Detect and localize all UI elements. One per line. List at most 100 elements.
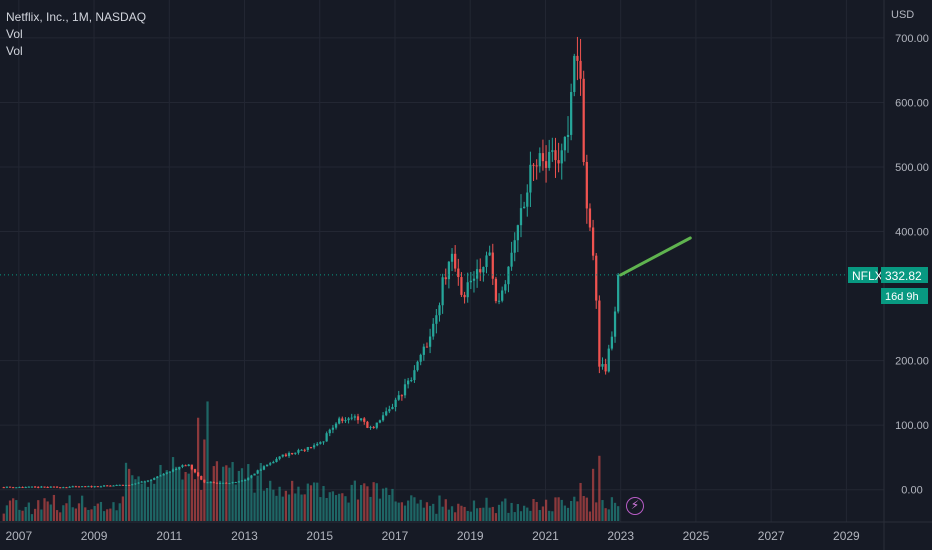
candle-body	[134, 483, 137, 485]
candle-body	[93, 486, 96, 488]
candle-body	[159, 475, 162, 477]
candle-body	[77, 486, 81, 488]
volume-bar	[400, 502, 404, 521]
candle-body	[187, 464, 190, 466]
volume-bar	[215, 461, 219, 521]
candle-body	[124, 484, 128, 486]
volume-bar	[59, 512, 62, 521]
candle-body	[425, 346, 429, 348]
volume-bar	[244, 478, 247, 521]
candle-body	[228, 483, 231, 485]
volume-bar	[275, 495, 278, 521]
volume-bar	[410, 495, 413, 521]
volume-bar	[8, 500, 12, 521]
volume-bar	[71, 507, 74, 521]
currency-label[interactable]: USD	[891, 9, 915, 21]
candle-body	[262, 466, 266, 470]
volume-bar	[563, 505, 567, 521]
candle-body	[595, 255, 598, 301]
lightning-bolt-icon[interactable]: ⚡	[626, 497, 644, 515]
candle-body	[200, 476, 203, 480]
volume-bar	[146, 486, 150, 521]
legend-volume-2[interactable]: Vol	[6, 44, 23, 58]
volume-bar	[422, 507, 425, 521]
candle-body	[322, 441, 325, 443]
candle-body	[381, 415, 385, 421]
volume-bar	[175, 466, 178, 521]
candle-body	[87, 486, 90, 488]
volume-bar	[331, 491, 335, 521]
volume-bar	[438, 495, 441, 521]
volume-bar	[538, 510, 541, 521]
volume-bar	[206, 401, 209, 521]
volume-bar	[278, 486, 281, 521]
candle-body	[68, 486, 71, 488]
volume-bar	[363, 483, 366, 521]
candle-body	[457, 268, 460, 278]
candle-body	[385, 411, 388, 416]
candle-body	[591, 227, 595, 256]
candle-body	[215, 482, 219, 484]
candle-body	[460, 277, 463, 295]
volume-bar	[432, 503, 435, 521]
x-tick-label: 2009	[81, 529, 108, 543]
volume-bar	[591, 468, 595, 521]
volume-bar	[375, 483, 378, 521]
volume-bar	[240, 468, 244, 521]
candle-body	[272, 461, 275, 464]
volume-bar	[497, 504, 501, 521]
candle-body	[269, 463, 272, 465]
time-axis[interactable]: 2007 2009 2011 2013 2015 2017 2019 2021 2023 2025…	[0, 521, 932, 543]
volume-bar	[178, 468, 181, 521]
y-tick-label: 100.00	[895, 420, 929, 432]
candle-body	[297, 450, 300, 453]
volume-bar	[372, 482, 375, 521]
candle-body	[90, 486, 93, 488]
volume-bar	[149, 480, 153, 521]
chart-legend: Netflix, Inc., 1M, NASDAQ Vol Vol	[6, 9, 146, 60]
volume-bar	[463, 506, 466, 521]
candle-body	[118, 484, 121, 486]
candle-body	[541, 153, 545, 162]
candle-body	[300, 449, 303, 451]
candle-body	[560, 150, 563, 164]
candle-body	[303, 449, 306, 451]
candle-body	[501, 290, 504, 301]
candle-body	[617, 274, 620, 312]
volume-bar	[485, 497, 488, 521]
volume-bar	[435, 513, 438, 521]
volume-bar	[43, 498, 46, 521]
candle-body	[526, 192, 529, 207]
volume-bar	[153, 483, 156, 521]
volume-bar	[566, 507, 570, 521]
candle-body	[366, 421, 369, 428]
candle-body	[576, 55, 579, 61]
y-tick-label: 0.00	[901, 485, 922, 497]
candle-body	[407, 380, 410, 385]
candle-body	[341, 418, 344, 421]
candle-body	[350, 417, 353, 419]
candlestick-series	[2, 36, 620, 489]
candle-body	[237, 481, 240, 483]
x-tick-label: 2007	[5, 529, 32, 543]
volume-bar	[291, 480, 294, 521]
x-tick-label: 2011	[156, 529, 182, 543]
volume-bar	[15, 500, 18, 521]
volume-bar	[338, 493, 341, 521]
volume-bar	[222, 466, 225, 521]
volume-bar	[115, 510, 118, 521]
y-tick-label: 500.00	[895, 162, 929, 174]
volume-bar	[265, 487, 269, 521]
legend-volume-1[interactable]: Vol	[6, 27, 23, 41]
candle-body	[319, 442, 322, 444]
candle-body	[391, 407, 394, 410]
volume-bar	[579, 482, 582, 521]
volume-bar	[353, 480, 356, 521]
legend-title[interactable]: Netflix, Inc., 1M, NASDAQ	[6, 10, 147, 24]
candle-body	[475, 269, 479, 279]
candle-body	[244, 480, 247, 482]
volume-bar	[403, 505, 407, 521]
candle-body	[121, 484, 125, 486]
candle-body	[548, 151, 551, 168]
